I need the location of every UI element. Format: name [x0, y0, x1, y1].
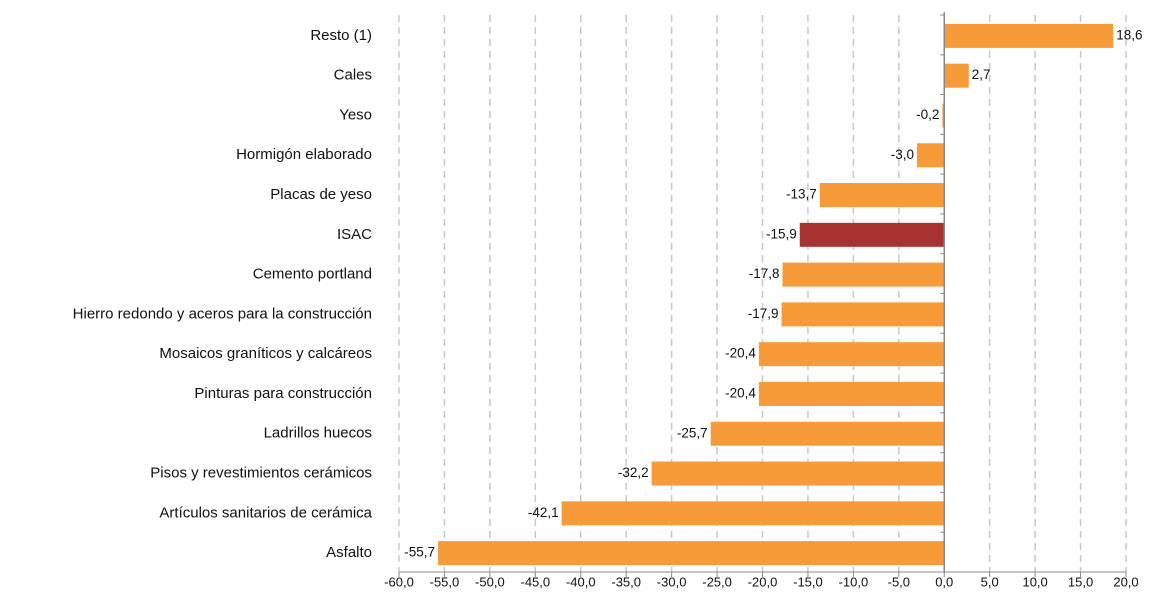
value-label: -3,0: [891, 147, 914, 162]
x-tick-label: -30,0: [657, 574, 687, 589]
value-label: -0,2: [916, 107, 939, 122]
x-tick-label: -40,0: [566, 574, 596, 589]
x-tick-label: -15,0: [793, 574, 823, 589]
value-label: 2,7: [972, 67, 991, 82]
x-tick-label: -20,0: [748, 574, 778, 589]
bar: [942, 103, 945, 128]
value-label: -17,8: [749, 266, 780, 281]
value-label: -55,7: [404, 545, 435, 560]
value-label: -13,7: [786, 187, 817, 202]
x-tick-label: 0,0: [935, 574, 953, 589]
x-tick-label: -25,0: [702, 574, 732, 589]
bar: [758, 381, 945, 406]
value-label: -32,2: [618, 465, 649, 480]
value-label: -20,4: [725, 346, 756, 361]
bar: [781, 302, 945, 327]
y-tick-label: Hormigón elaborado: [236, 146, 372, 163]
y-tick-label: Pinturas para construcción: [194, 385, 372, 402]
bar: [819, 183, 945, 208]
x-tick-label: -60,0: [384, 574, 414, 589]
y-tick-label: Yeso: [339, 106, 372, 123]
bar: [438, 541, 945, 566]
bar: [944, 23, 1114, 48]
value-label: -17,9: [748, 306, 779, 321]
y-tick-label: Ladrillos huecos: [264, 425, 372, 442]
value-label: -42,1: [528, 505, 559, 520]
x-tick-label: 15,0: [1068, 574, 1093, 589]
x-tick-label: 10,0: [1022, 574, 1047, 589]
bar: [944, 63, 969, 88]
bar: [561, 501, 945, 526]
value-label: 18,6: [1116, 27, 1142, 42]
x-tick-label: 5,0: [981, 574, 999, 589]
y-tick-label: ISAC: [337, 226, 372, 243]
y-tick-label: Mosaicos graníticos y calcáreos: [159, 345, 372, 362]
y-tick-label: Cemento portland: [253, 266, 372, 283]
y-tick-label: Asfalto: [326, 544, 372, 561]
value-label: -25,7: [677, 425, 708, 440]
y-tick-label: Artículos sanitarios de cerámica: [159, 504, 372, 521]
x-tick-label: 20,0: [1113, 574, 1138, 589]
y-tick-label: Placas de yeso: [270, 186, 372, 203]
bar: [916, 143, 945, 168]
bar: [782, 262, 945, 287]
x-tick-label: -5,0: [888, 574, 910, 589]
value-label: -20,4: [725, 386, 756, 401]
x-tick-label: -50,0: [475, 574, 505, 589]
bar: [651, 461, 945, 486]
y-tick-label: Cales: [334, 67, 372, 84]
bar: [758, 342, 945, 367]
x-tick-label: -45,0: [520, 574, 550, 589]
value-label: -15,9: [766, 226, 797, 241]
x-tick-label: -55,0: [430, 574, 460, 589]
y-tick-label: Hierro redondo y aceros para la construc…: [73, 305, 372, 322]
x-tick-label: -10,0: [839, 574, 869, 589]
y-tick-label: Resto (1): [310, 27, 372, 44]
x-tick-label: -35,0: [611, 574, 641, 589]
bar: [710, 421, 945, 446]
y-tick-label: Pisos y revestimientos cerámicos: [150, 465, 372, 482]
bar: [799, 222, 945, 247]
